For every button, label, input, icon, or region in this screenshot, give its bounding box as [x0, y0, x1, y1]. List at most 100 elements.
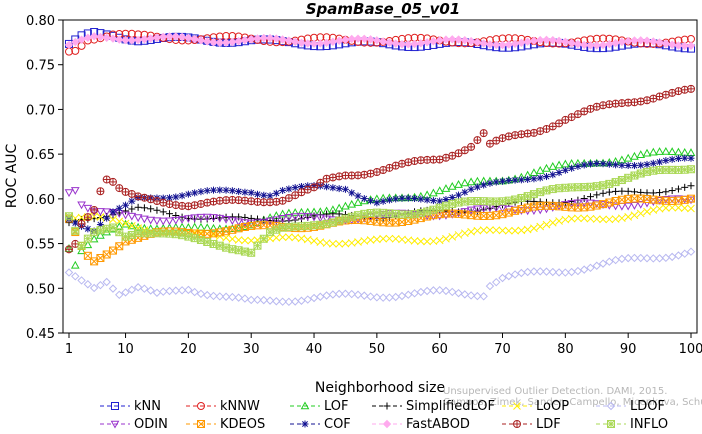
data-point	[404, 236, 413, 245]
data-point	[479, 129, 488, 138]
data-point	[485, 139, 494, 148]
data-point	[247, 248, 256, 257]
data-point	[523, 129, 532, 138]
data-point	[681, 183, 689, 191]
data-point	[686, 148, 696, 156]
x-tick-label: 30	[243, 342, 260, 357]
data-point	[674, 147, 683, 156]
data-point	[341, 201, 350, 210]
data-point	[630, 253, 639, 263]
data-point	[655, 147, 664, 155]
data-point	[297, 207, 306, 216]
data-point	[662, 204, 670, 212]
data-point	[128, 197, 136, 205]
data-point	[190, 34, 199, 44]
data-point	[303, 39, 312, 48]
data-point	[686, 41, 696, 51]
data-point	[523, 225, 532, 234]
data-point	[630, 36, 639, 45]
data-point	[529, 168, 539, 177]
data-point	[235, 187, 243, 195]
data-point	[523, 267, 532, 277]
data-point	[436, 197, 444, 205]
data-point	[668, 155, 676, 163]
y-tick-label: 0.55	[26, 238, 55, 253]
data-point	[592, 261, 601, 270]
data-point	[648, 147, 658, 156]
data-point	[410, 157, 419, 166]
data-point	[548, 162, 558, 170]
data-point	[542, 35, 551, 45]
data-point	[555, 217, 563, 225]
data-point	[667, 252, 677, 262]
data-point	[234, 218, 243, 227]
data-point	[385, 38, 394, 47]
data-point	[598, 201, 608, 209]
y-tick-label: 0.80	[26, 14, 55, 29]
data-point	[322, 239, 331, 247]
data-point	[316, 39, 325, 48]
data-point	[554, 36, 564, 46]
x-axis-label: Neighborhood size	[315, 380, 445, 396]
data-point	[133, 214, 143, 223]
data-point	[435, 186, 445, 195]
data-point	[246, 295, 256, 305]
data-point	[335, 185, 343, 193]
data-point	[89, 283, 99, 293]
data-point	[661, 253, 671, 263]
data-point	[623, 253, 633, 263]
data-point	[228, 217, 237, 226]
data-point	[548, 267, 557, 277]
data-point	[479, 226, 488, 234]
legend-item-fastabod: FastABOD	[372, 417, 470, 432]
data-point	[579, 265, 589, 274]
data-point	[592, 215, 601, 223]
data-point	[284, 36, 294, 45]
data-point	[140, 284, 149, 293]
data-point	[360, 170, 369, 179]
y-tick-label: 0.70	[26, 103, 55, 118]
data-point	[77, 213, 86, 222]
data-point	[353, 198, 363, 206]
data-point	[171, 286, 181, 295]
data-point	[410, 289, 419, 298]
legend-item-kdeos: KDEOS	[186, 417, 265, 432]
data-point	[322, 291, 331, 300]
data-point	[290, 37, 300, 46]
data-point	[492, 226, 501, 235]
data-point	[347, 289, 356, 299]
legend-marker	[606, 401, 616, 411]
data-point	[210, 186, 218, 194]
data-point	[554, 268, 564, 277]
data-point	[486, 179, 494, 187]
data-point	[96, 230, 105, 239]
legend-item-loop: LoOP	[502, 399, 569, 414]
data-point	[366, 292, 375, 301]
data-point	[96, 32, 105, 42]
data-point	[680, 147, 690, 156]
legend-item-knnw: kNNW	[186, 399, 260, 414]
data-point	[618, 214, 626, 223]
data-point	[549, 171, 557, 179]
data-point	[655, 38, 664, 47]
data-point	[479, 292, 488, 301]
data-point	[642, 254, 652, 263]
data-point	[284, 213, 294, 222]
data-point	[177, 216, 187, 224]
data-point	[623, 153, 633, 162]
data-point	[228, 235, 237, 243]
data-point	[247, 197, 256, 206]
data-point	[530, 197, 538, 205]
data-point	[429, 188, 438, 197]
data-point	[303, 235, 312, 244]
data-point	[454, 231, 463, 239]
data-point	[266, 192, 274, 200]
data-point	[579, 199, 589, 208]
data-point	[353, 290, 363, 299]
data-point	[216, 186, 224, 194]
data-point	[147, 205, 155, 213]
data-point	[448, 194, 456, 202]
data-point	[655, 204, 664, 213]
data-point	[354, 192, 362, 200]
data-point	[190, 214, 200, 223]
